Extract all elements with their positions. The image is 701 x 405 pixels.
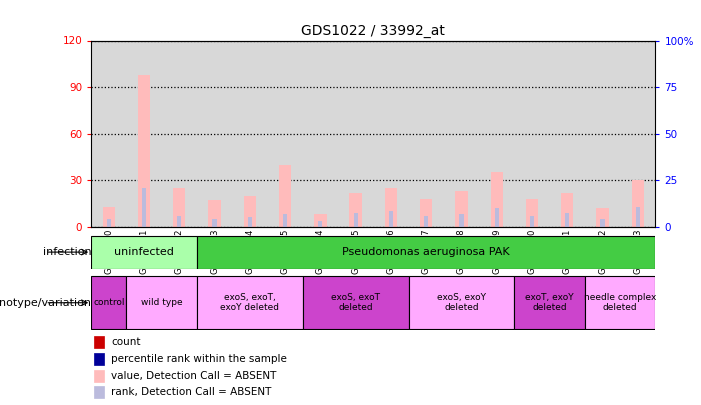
- Bar: [585, 277, 655, 329]
- Bar: [91, 40, 126, 227]
- Text: exoS, exoT,
exoY deleted: exoS, exoT, exoY deleted: [220, 293, 279, 312]
- Bar: [102, 207, 115, 227]
- Bar: [268, 40, 303, 227]
- Bar: [126, 40, 162, 227]
- Text: control: control: [93, 298, 125, 307]
- Bar: [338, 40, 374, 227]
- Bar: [350, 193, 362, 227]
- Text: needle complex
deleted: needle complex deleted: [584, 293, 656, 312]
- Title: GDS1022 / 33992_at: GDS1022 / 33992_at: [301, 24, 445, 38]
- Bar: [632, 180, 644, 227]
- Bar: [94, 336, 104, 348]
- Bar: [244, 196, 256, 227]
- Bar: [177, 216, 182, 227]
- Bar: [455, 191, 468, 227]
- Bar: [279, 165, 292, 227]
- Bar: [601, 219, 605, 227]
- Bar: [515, 277, 585, 329]
- Bar: [314, 214, 327, 227]
- Text: exoS, exoY
deleted: exoS, exoY deleted: [437, 293, 486, 312]
- Text: Pseudomonas aeruginosa PAK: Pseudomonas aeruginosa PAK: [342, 247, 510, 257]
- Bar: [197, 236, 655, 269]
- Text: exoT, exoY
deleted: exoT, exoY deleted: [525, 293, 574, 312]
- Text: wild type: wild type: [141, 298, 182, 307]
- Bar: [585, 40, 620, 227]
- Bar: [94, 353, 104, 365]
- Bar: [409, 277, 515, 329]
- Bar: [91, 236, 197, 269]
- Bar: [212, 219, 217, 227]
- Bar: [561, 193, 573, 227]
- Bar: [515, 40, 550, 227]
- Bar: [385, 188, 397, 227]
- Bar: [197, 40, 232, 227]
- Bar: [173, 188, 186, 227]
- Bar: [208, 200, 221, 227]
- Bar: [142, 188, 146, 227]
- Bar: [526, 199, 538, 227]
- Bar: [126, 277, 197, 329]
- Bar: [318, 221, 322, 227]
- Bar: [389, 211, 393, 227]
- Text: uninfected: uninfected: [114, 247, 174, 257]
- Bar: [409, 40, 444, 227]
- Bar: [232, 40, 268, 227]
- Bar: [247, 217, 252, 227]
- Bar: [303, 40, 338, 227]
- Bar: [420, 199, 433, 227]
- Text: exoS, exoT
deleted: exoS, exoT deleted: [331, 293, 380, 312]
- Bar: [491, 173, 503, 227]
- Bar: [620, 40, 655, 227]
- Bar: [565, 213, 569, 227]
- Bar: [495, 208, 499, 227]
- Text: value, Detection Call = ABSENT: value, Detection Call = ABSENT: [111, 371, 276, 381]
- Bar: [162, 40, 197, 227]
- Bar: [550, 40, 585, 227]
- Bar: [444, 40, 479, 227]
- Bar: [303, 277, 409, 329]
- Text: count: count: [111, 337, 140, 347]
- Bar: [479, 40, 515, 227]
- Bar: [91, 277, 126, 329]
- Text: percentile rank within the sample: percentile rank within the sample: [111, 354, 287, 364]
- Text: infection: infection: [43, 247, 91, 257]
- Bar: [459, 214, 463, 227]
- Bar: [530, 216, 534, 227]
- Bar: [424, 216, 428, 227]
- Bar: [107, 219, 111, 227]
- Bar: [597, 208, 608, 227]
- Bar: [94, 386, 104, 398]
- Text: rank, Detection Call = ABSENT: rank, Detection Call = ABSENT: [111, 387, 271, 397]
- Bar: [373, 40, 409, 227]
- Bar: [353, 213, 358, 227]
- Bar: [138, 75, 150, 227]
- Text: genotype/variation: genotype/variation: [0, 298, 91, 308]
- Bar: [94, 369, 104, 382]
- Bar: [636, 207, 640, 227]
- Bar: [197, 277, 303, 329]
- Bar: [283, 214, 287, 227]
